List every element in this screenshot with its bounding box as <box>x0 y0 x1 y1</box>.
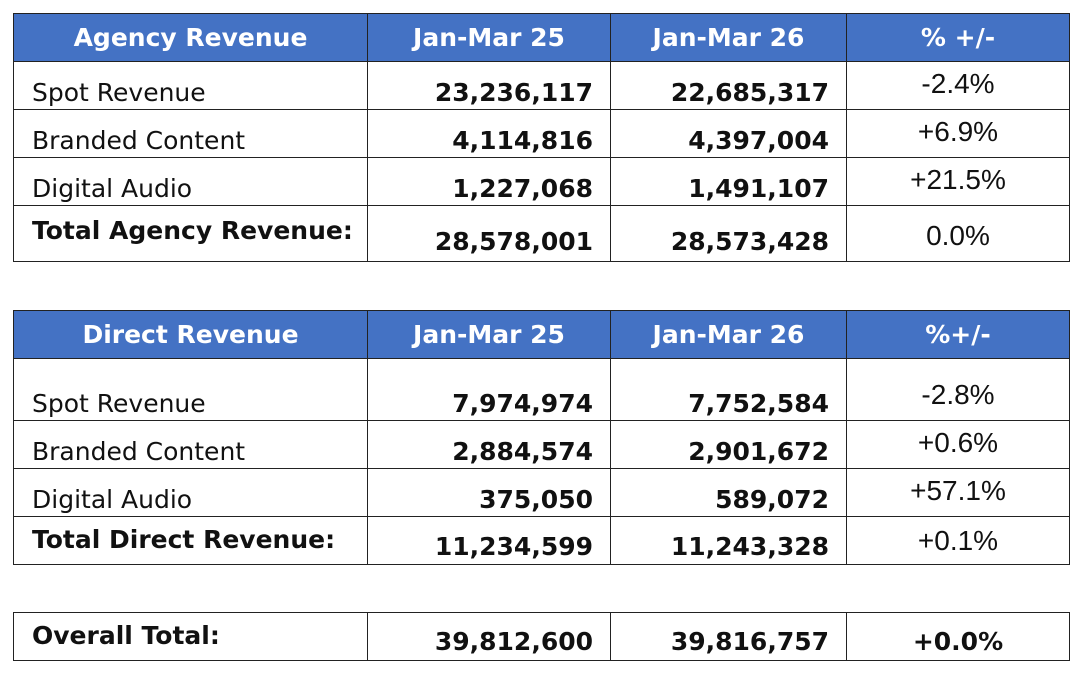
total-label: Total Direct Revenue: <box>13 516 368 565</box>
percent-change-value: +0.6% <box>846 420 1070 469</box>
row-label: Branded Content <box>13 420 368 469</box>
percent-change-value: +6.9% <box>846 109 1070 158</box>
total-percent-change-value: 0.0% <box>846 205 1070 262</box>
total-jan-mar-25-value: 28,578,001 <box>367 205 611 262</box>
overall-total-label: Overall Total: <box>13 612 368 661</box>
direct-revenue-table: Direct Revenue Jan-Mar 25 Jan-Mar 26 %+/… <box>13 310 1070 565</box>
jan-mar-26-value: 2,901,672 <box>610 420 847 469</box>
table-row: Spot Revenue 7,974,974 7,752,584 -2.8% <box>13 358 1070 421</box>
row-label: Spot Revenue <box>13 61 368 110</box>
table-row: Digital Audio 375,050 589,072 +57.1% <box>13 468 1070 517</box>
total-jan-mar-26-value: 11,243,328 <box>610 516 847 565</box>
jan-mar-26-value: 22,685,317 <box>610 61 847 110</box>
row-label: Spot Revenue <box>13 358 368 421</box>
row-label: Digital Audio <box>13 468 368 517</box>
total-row: Total Agency Revenue: 28,578,001 28,573,… <box>13 205 1070 262</box>
jan-mar-25-value: 2,884,574 <box>367 420 611 469</box>
overall-jan-mar-25-value: 39,812,600 <box>367 612 611 661</box>
agency-revenue-header: Agency Revenue <box>13 13 368 62</box>
jan-mar-26-header: Jan-Mar 26 <box>610 310 847 359</box>
jan-mar-26-value: 1,491,107 <box>610 157 847 206</box>
total-jan-mar-26-value: 28,573,428 <box>610 205 847 262</box>
jan-mar-26-value: 589,072 <box>610 468 847 517</box>
jan-mar-25-value: 1,227,068 <box>367 157 611 206</box>
total-row: Total Direct Revenue: 11,234,599 11,243,… <box>13 516 1070 565</box>
table-header-row: Direct Revenue Jan-Mar 25 Jan-Mar 26 %+/… <box>13 310 1070 359</box>
overall-percent-change-value: +0.0% <box>846 612 1070 661</box>
percent-change-header: % +/- <box>846 13 1070 62</box>
total-percent-change-value: +0.1% <box>846 516 1070 565</box>
jan-mar-25-header: Jan-Mar 25 <box>367 13 611 62</box>
total-label: Total Agency Revenue: <box>13 205 368 262</box>
table-row: Spot Revenue 23,236,117 22,685,317 -2.4% <box>13 61 1070 110</box>
table-row: Branded Content 4,114,816 4,397,004 +6.9… <box>13 109 1070 158</box>
jan-mar-26-value: 4,397,004 <box>610 109 847 158</box>
jan-mar-25-header: Jan-Mar 25 <box>367 310 611 359</box>
percent-change-header: %+/- <box>846 310 1070 359</box>
percent-change-value: -2.8% <box>846 358 1070 421</box>
jan-mar-25-value: 375,050 <box>367 468 611 517</box>
jan-mar-25-value: 23,236,117 <box>367 61 611 110</box>
table-row: Digital Audio 1,227,068 1,491,107 +21.5% <box>13 157 1070 206</box>
jan-mar-26-value: 7,752,584 <box>610 358 847 421</box>
table-header-row: Agency Revenue Jan-Mar 25 Jan-Mar 26 % +… <box>13 13 1070 62</box>
table-row: Branded Content 2,884,574 2,901,672 +0.6… <box>13 420 1070 469</box>
percent-change-value: +21.5% <box>846 157 1070 206</box>
agency-revenue-table: Agency Revenue Jan-Mar 25 Jan-Mar 26 % +… <box>13 13 1070 262</box>
row-label: Branded Content <box>13 109 368 158</box>
total-jan-mar-25-value: 11,234,599 <box>367 516 611 565</box>
overall-total-row: Overall Total: 39,812,600 39,816,757 +0.… <box>13 612 1070 661</box>
row-label: Digital Audio <box>13 157 368 206</box>
direct-revenue-header: Direct Revenue <box>13 310 368 359</box>
percent-change-value: +57.1% <box>846 468 1070 517</box>
jan-mar-26-header: Jan-Mar 26 <box>610 13 847 62</box>
jan-mar-25-value: 7,974,974 <box>367 358 611 421</box>
overall-jan-mar-26-value: 39,816,757 <box>610 612 847 661</box>
jan-mar-25-value: 4,114,816 <box>367 109 611 158</box>
percent-change-value: -2.4% <box>846 61 1070 110</box>
overall-total-table: Overall Total: 39,812,600 39,816,757 +0.… <box>13 612 1070 661</box>
